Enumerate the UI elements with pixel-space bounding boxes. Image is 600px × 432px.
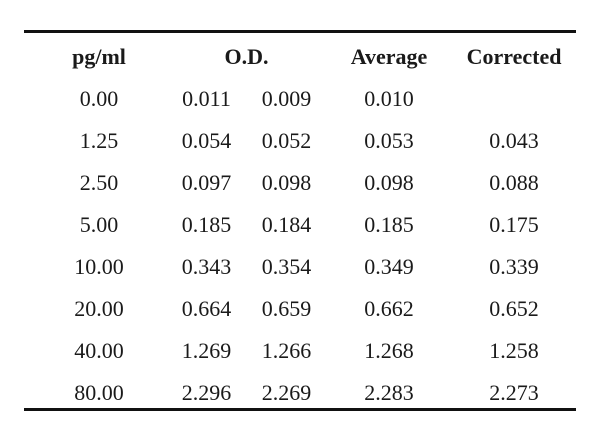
cell-pg: 10.00 (74, 254, 124, 279)
table-row: 40.00 1.269 1.266 1.268 1.258 (24, 330, 576, 372)
cell-corrected: 0.043 (489, 128, 539, 153)
cell-average: 0.185 (364, 212, 414, 237)
cell-average: 0.098 (364, 170, 414, 195)
cell-od-2: 0.009 (261, 86, 312, 111)
cell-pg: 0.00 (79, 86, 119, 111)
cell-average: 2.283 (364, 380, 414, 405)
table-bottom-rule (24, 408, 576, 411)
cell-corrected: 2.273 (489, 380, 539, 405)
cell-corrected (444, 78, 584, 120)
cell-average: 1.268 (364, 338, 414, 363)
cell-average: 0.053 (364, 128, 414, 153)
cell-od-1: 0.343 (181, 254, 232, 279)
cell-average: 0.662 (364, 296, 414, 321)
table-row: 80.00 2.296 2.269 2.283 2.273 (24, 372, 576, 414)
header-corrected: Corrected (466, 44, 562, 69)
table-top-rule (24, 30, 576, 33)
cell-od-1: 0.054 (181, 128, 232, 153)
cell-pg: 80.00 (74, 380, 124, 405)
table-row: 2.50 0.097 0.098 0.098 0.088 (24, 162, 576, 204)
cell-od-2: 0.354 (261, 254, 312, 279)
cell-pg: 5.00 (79, 212, 119, 237)
cell-od-1: 2.296 (181, 380, 232, 405)
cell-average: 0.010 (364, 86, 414, 111)
cell-od-2: 2.269 (261, 380, 312, 405)
cell-pg: 2.50 (79, 170, 119, 195)
cell-corrected: 1.258 (489, 338, 539, 363)
cell-od-1: 0.011 (182, 86, 231, 111)
table-row: 5.00 0.185 0.184 0.185 0.175 (24, 204, 576, 246)
cell-pg: 40.00 (74, 338, 124, 363)
header-od: O.D. (224, 44, 269, 69)
cell-od-1: 0.185 (181, 212, 232, 237)
cell-od-1: 0.664 (181, 296, 232, 321)
table-row: 0.00 0.011 0.009 0.010 (24, 78, 576, 120)
cell-od-2: 0.098 (261, 170, 312, 195)
cell-corrected: 0.175 (489, 212, 539, 237)
table-header-row: pg/ml O.D. Average Corrected (24, 36, 576, 78)
header-average: Average (350, 44, 428, 69)
table-row: 20.00 0.664 0.659 0.662 0.652 (24, 288, 576, 330)
cell-corrected: 0.088 (489, 170, 539, 195)
header-pg-ml: pg/ml (72, 44, 126, 69)
cell-corrected: 0.339 (489, 254, 539, 279)
cell-corrected: 0.652 (489, 296, 539, 321)
cell-od-2: 0.052 (261, 128, 312, 153)
cell-od-1: 1.269 (181, 338, 232, 363)
cell-od-1: 0.097 (181, 170, 232, 195)
cell-average: 0.349 (364, 254, 414, 279)
cell-od-2: 1.266 (261, 338, 312, 363)
cell-od-2: 0.659 (261, 296, 312, 321)
cell-od-2: 0.184 (261, 212, 312, 237)
table-row: 1.25 0.054 0.052 0.053 0.043 (24, 120, 576, 162)
cell-pg: 20.00 (74, 296, 124, 321)
cell-pg: 1.25 (79, 128, 119, 153)
table-row: 10.00 0.343 0.354 0.349 0.339 (24, 246, 576, 288)
